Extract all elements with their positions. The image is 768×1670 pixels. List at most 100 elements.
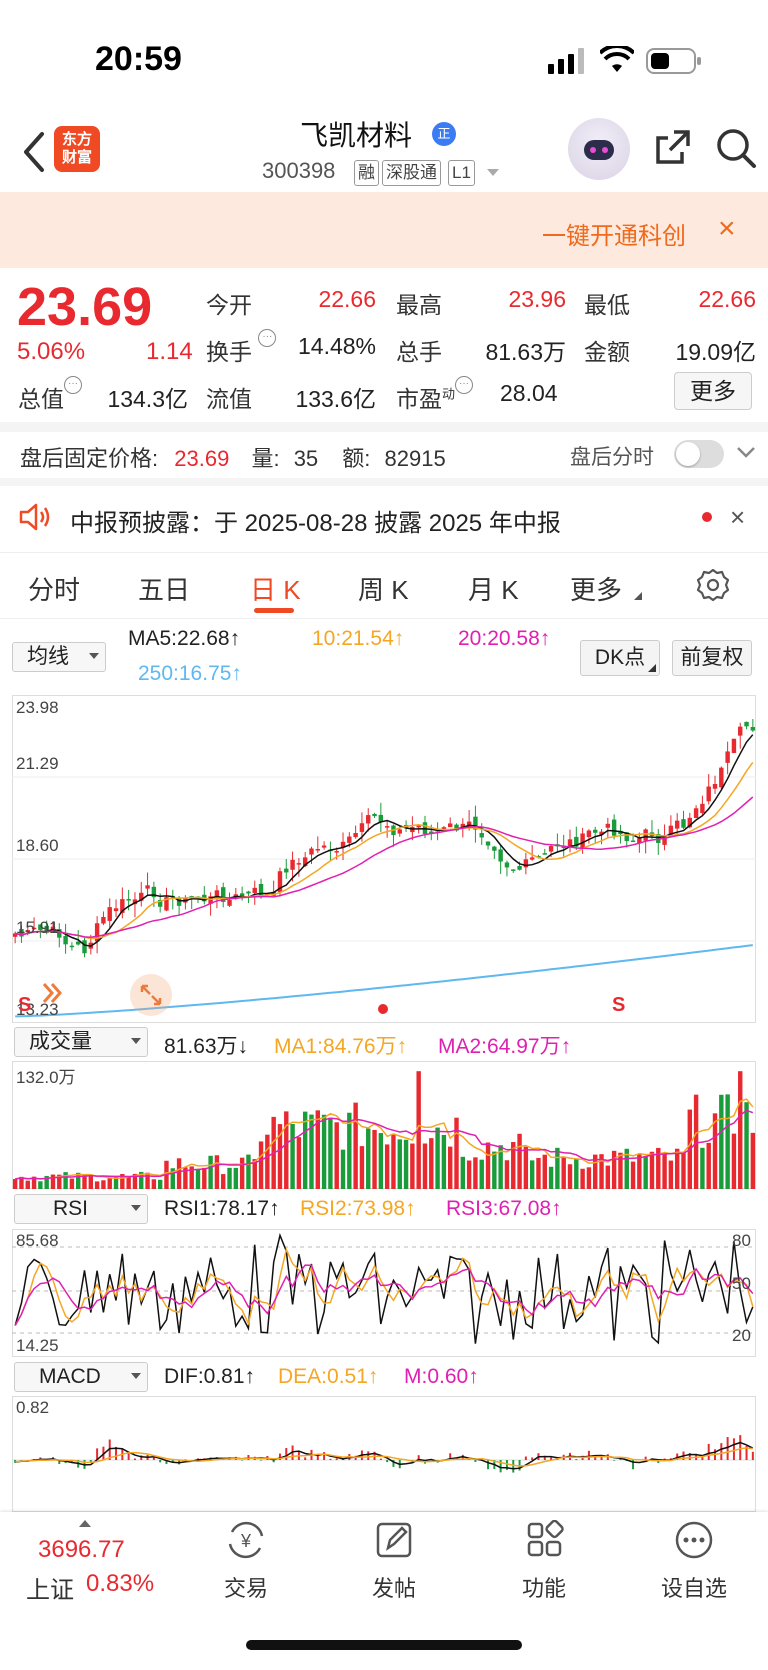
rsi-chart[interactable]	[12, 1229, 756, 1357]
candle	[706, 786, 711, 802]
volume-bar	[643, 1156, 648, 1189]
turnover-value: 14.48%	[297, 333, 376, 359]
candle	[252, 887, 257, 893]
tab-monthly-k[interactable]: 月 K	[468, 575, 519, 605]
back-icon[interactable]	[18, 130, 54, 174]
rsi-select[interactable]: RSI	[14, 1194, 148, 1224]
volume-bar	[561, 1157, 566, 1189]
candle	[258, 883, 264, 896]
volume-bar	[328, 1117, 333, 1189]
index-name[interactable]: 上证	[26, 1577, 74, 1604]
volume-bar	[101, 1180, 106, 1189]
index-value[interactable]: 3696.77	[38, 1536, 125, 1563]
volume-bar	[693, 1094, 699, 1189]
macd-dif: DIF:0.81↑	[164, 1365, 256, 1388]
nav-trade[interactable]: ¥ 交易	[196, 1520, 296, 1603]
volume-ma1: MA1:84.76万↑	[274, 1035, 408, 1058]
search-icon[interactable]	[714, 126, 758, 170]
volume-bar	[567, 1164, 573, 1189]
candle	[359, 823, 365, 832]
caret-up-icon	[79, 1520, 91, 1527]
promo-banner[interactable]	[0, 192, 768, 268]
candle	[693, 808, 699, 819]
volume-bar	[416, 1071, 421, 1189]
volume-bar	[157, 1179, 163, 1189]
kline-chart[interactable]	[12, 695, 756, 1023]
tab-weekly-k[interactable]: 周 K	[358, 575, 409, 605]
settings-icon[interactable]	[696, 568, 730, 602]
candle	[416, 825, 421, 828]
nav-functions[interactable]: 功能	[494, 1519, 594, 1603]
expand-icon[interactable]	[130, 974, 172, 1016]
nav-watchlist[interactable]: 设自选	[644, 1520, 744, 1603]
volume-bar	[599, 1154, 604, 1189]
corner-arrow-icon	[634, 592, 642, 600]
chevron-down-icon[interactable]	[736, 440, 756, 464]
tab-more[interactable]: 更多	[570, 575, 623, 605]
macd-chart[interactable]	[12, 1396, 756, 1512]
divider	[0, 422, 768, 432]
volume-bar	[202, 1167, 207, 1189]
candle	[145, 885, 150, 889]
home-indicator	[246, 1640, 522, 1650]
dk-point-button[interactable]: DK点	[580, 640, 660, 676]
index-pct[interactable]: 0.83%	[86, 1570, 155, 1597]
volume-bar	[359, 1146, 365, 1189]
volume-bar	[69, 1178, 75, 1189]
macd-m: M:0.60↑	[404, 1365, 479, 1388]
tab-five-day[interactable]: 五日	[138, 575, 191, 605]
candle	[479, 833, 484, 838]
candle	[611, 819, 617, 836]
volume-bar	[523, 1146, 529, 1189]
notice-close-icon[interactable]: ×	[730, 502, 746, 532]
notice-text[interactable]: 中报预披露：于 2025-08-28 披露 2025 年中报	[70, 510, 561, 537]
candle	[574, 836, 579, 847]
banner-close-icon[interactable]: ×	[718, 212, 736, 245]
volume-bar	[485, 1142, 491, 1189]
volume-chart[interactable]	[12, 1061, 756, 1189]
candle	[492, 846, 497, 851]
tab-intraday[interactable]: 分时	[28, 575, 81, 605]
info-icon[interactable]: ···	[455, 376, 474, 394]
volume-ma1-line	[15, 1098, 754, 1180]
chevron-down-icon[interactable]	[486, 168, 500, 178]
promo-banner-text[interactable]: 一键开通科创	[542, 223, 686, 250]
volume-bar	[75, 1172, 81, 1189]
adjust-button[interactable]: 前复权	[672, 640, 752, 676]
candle	[246, 891, 251, 894]
volume-select[interactable]: 成交量	[14, 1027, 148, 1057]
pe-label: 市盈动···	[396, 376, 474, 414]
candle	[44, 925, 49, 933]
volume-bar	[183, 1167, 188, 1189]
candle	[347, 836, 352, 843]
volume-bar	[605, 1165, 611, 1189]
scroll-left-icon[interactable]	[38, 978, 68, 1008]
y-label-3: 18.60	[16, 836, 59, 855]
candle	[25, 930, 30, 933]
ai-assistant-icon[interactable]	[568, 118, 630, 180]
nav-post[interactable]: 发帖	[344, 1520, 444, 1603]
ma5-line	[15, 734, 754, 947]
stock-code: 300398	[262, 158, 336, 183]
candle	[668, 825, 674, 835]
volume-bar	[126, 1175, 131, 1189]
high-value: 23.96	[508, 286, 566, 312]
volume-bar	[347, 1112, 352, 1189]
ma250-value: 250:16.75↑	[138, 662, 242, 685]
candle	[120, 899, 125, 913]
volume-bar	[120, 1174, 125, 1189]
macd-select[interactable]: MACD	[14, 1362, 148, 1392]
candle	[637, 838, 642, 844]
volume-bar	[88, 1174, 94, 1189]
volume-bar	[517, 1133, 522, 1189]
chart-frame	[12, 1229, 756, 1357]
amount-value: 19.09亿	[675, 339, 756, 365]
more-button[interactable]: 更多	[674, 372, 752, 410]
info-icon[interactable]: ···	[258, 329, 277, 347]
share-icon[interactable]	[652, 126, 694, 168]
trade-icon: ¥	[228, 1521, 264, 1559]
ma-select[interactable]: 均线	[12, 642, 106, 672]
candle	[700, 803, 705, 813]
info-icon[interactable]: ···	[64, 376, 82, 394]
tab-daily-k[interactable]: 日 K	[250, 575, 301, 605]
